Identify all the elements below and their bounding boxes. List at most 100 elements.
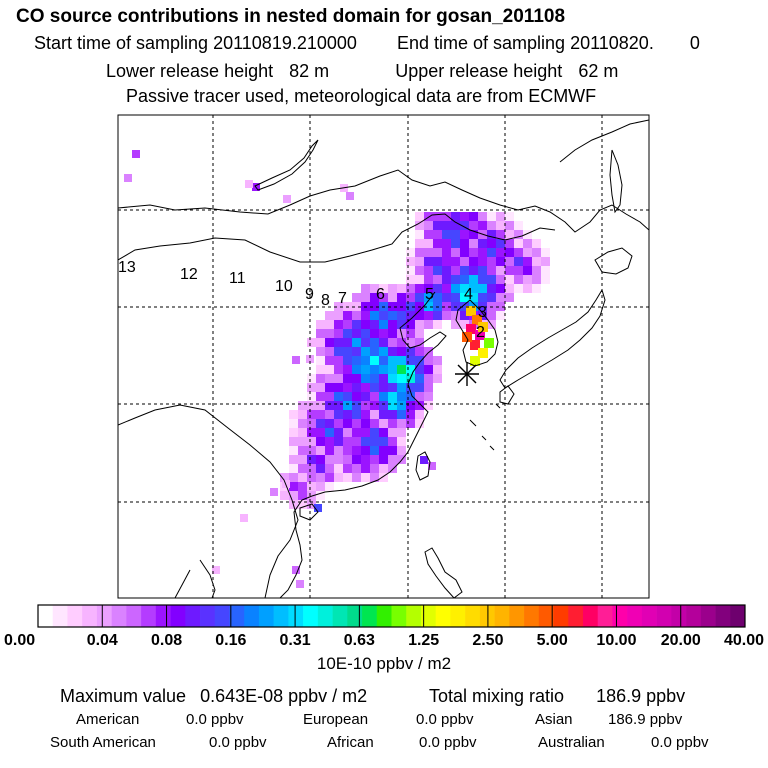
concentration-cell [361, 284, 370, 293]
colorbar-swatch [568, 605, 584, 627]
concentration-cell [325, 329, 334, 338]
concentration-cell [343, 446, 352, 455]
concentration-cell [460, 302, 469, 311]
concentration-cell [397, 356, 406, 365]
concentration-cell [406, 329, 415, 338]
concentration-cell [316, 392, 325, 401]
concentration-cell [352, 392, 361, 401]
concentration-cell [352, 311, 361, 320]
coastline-kyushu [499, 385, 515, 405]
lower-height-value: 82 m [289, 61, 330, 81]
concentration-cell [505, 284, 514, 293]
concentration-cell [334, 365, 343, 374]
concentration-cell [370, 428, 379, 437]
concentration-cell [478, 348, 488, 358]
concentration-cell [343, 464, 352, 473]
concentration-cell [292, 356, 300, 364]
concentration-cell [370, 320, 379, 329]
concentration-cell [487, 230, 496, 239]
concentration-cell [289, 491, 298, 500]
concentration-cell [469, 275, 478, 284]
trajectory-label: 8 [321, 292, 330, 309]
concentration-cell [514, 239, 523, 248]
colorbar-swatch [332, 605, 348, 627]
concentration-cell [370, 329, 379, 338]
concentration-cell [484, 338, 494, 348]
concentration-cell [541, 248, 550, 257]
concentration-cell [343, 401, 352, 410]
trajectory-label: 3 [478, 304, 487, 321]
concentration-cell [361, 293, 370, 302]
concentration-cell [397, 374, 406, 383]
concentration-cell [496, 284, 505, 293]
concentration-cell [442, 311, 451, 320]
concentration-cell [370, 356, 379, 365]
concentration-cell [352, 374, 361, 383]
concentration-cell [379, 428, 388, 437]
concentration-cell [406, 275, 415, 284]
concentration-cell [361, 374, 370, 383]
colorbar-swatch [538, 605, 554, 627]
concentration-cell [424, 392, 433, 401]
concentration-cell [334, 347, 343, 356]
concentration-cell [532, 284, 541, 293]
concentration-cell [406, 302, 415, 311]
concentration-cell [370, 284, 379, 293]
concentration-cell [496, 248, 505, 257]
concentration-cell [379, 293, 388, 302]
contribution-value: 0.0 ppbv [186, 711, 244, 728]
contribution-value: 0.0 ppbv [651, 734, 709, 751]
colorbar-tick-label: 0.31 [280, 632, 311, 649]
concentration-cell [406, 392, 415, 401]
concentration-cell [316, 428, 325, 437]
concentration-cell [379, 455, 388, 464]
end-time-hour: 0 [689, 33, 700, 53]
colorbar-swatch [509, 605, 525, 627]
concentration-cell [325, 455, 334, 464]
concentration-cell [379, 374, 388, 383]
concentration-cell [442, 284, 451, 293]
concentration-cell [370, 392, 379, 401]
concentration-cell [361, 365, 370, 374]
concentration-cell [469, 248, 478, 257]
contribution-region: European [303, 711, 369, 728]
concentration-cell [270, 488, 278, 496]
trajectory-label: 6 [376, 286, 385, 303]
concentration-cell [325, 482, 334, 491]
concentration-cell [397, 365, 406, 374]
concentration-cell [460, 239, 469, 248]
concentration-cell [316, 365, 325, 374]
concentration-cell [325, 446, 334, 455]
concentration-cell [316, 383, 325, 392]
colorbar-swatch [288, 605, 304, 627]
concentration-cell [424, 230, 433, 239]
colorbar-swatch [406, 605, 422, 627]
concentration-cell [388, 284, 397, 293]
concentration-cell [316, 347, 325, 356]
concentration-cell [379, 320, 388, 329]
concentration-cell [352, 410, 361, 419]
concentration-cell [451, 221, 460, 230]
concentration-cell [478, 239, 487, 248]
concentration-cell [397, 401, 406, 410]
concentration-cell [460, 284, 469, 293]
concentration-cell [415, 293, 424, 302]
concentration-cell [433, 311, 442, 320]
concentration-cell [406, 338, 415, 347]
concentration-cell [415, 212, 424, 221]
concentration-cell [307, 464, 316, 473]
concentration-cell [469, 221, 478, 230]
concentration-cell [505, 275, 514, 284]
colorbar-swatch [111, 605, 127, 627]
concentration-cell [433, 212, 442, 221]
concentration-cell [415, 365, 424, 374]
end-time-value: 20110820. [570, 33, 654, 53]
trajectory-labels: 13 12 11 10 9 8 7 6 5 43 2 [118, 259, 487, 341]
concentration-cell [496, 302, 505, 311]
colorbar-swatch [82, 605, 98, 627]
concentration-cell [307, 482, 316, 491]
colorbar-tick-label: 10.00 [596, 632, 636, 649]
concentration-cell [514, 275, 523, 284]
concentration-cell [361, 311, 370, 320]
concentration-cell [415, 248, 424, 257]
